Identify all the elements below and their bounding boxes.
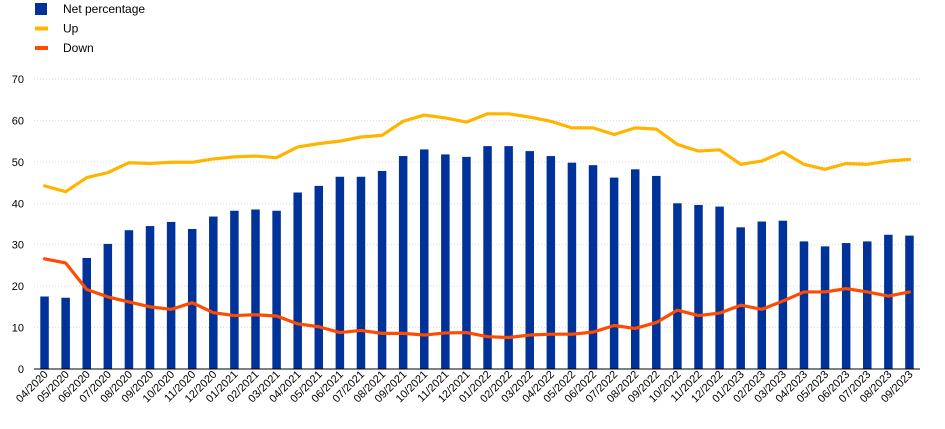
bar: [757, 221, 767, 369]
line-series: [42, 112, 912, 340]
y-tick-label: 40: [12, 198, 24, 210]
bar: [736, 227, 745, 369]
bar: [420, 149, 429, 369]
y-tick-label: 50: [12, 157, 24, 169]
bar: [187, 228, 197, 369]
bar: [103, 243, 113, 369]
legend-swatch: [35, 3, 47, 15]
series-line-down: [42, 257, 912, 340]
bar: [673, 203, 682, 369]
bar: [863, 241, 872, 369]
legend-item-net-percentage: Net percentage: [35, 2, 145, 16]
gridlines: [34, 78, 920, 329]
y-axis: 0 10 20 30 40 50 60 70: [12, 74, 24, 376]
bar: [567, 162, 577, 369]
bar: [905, 235, 914, 369]
bar: [251, 209, 260, 369]
bar: [230, 210, 239, 369]
bar: [841, 243, 851, 369]
y-tick-label: 20: [12, 281, 24, 293]
bar: [441, 154, 450, 369]
bar-series-net-percentage: [40, 146, 914, 369]
legend-label: Up: [63, 22, 79, 36]
bar: [820, 246, 830, 369]
bar: [356, 176, 366, 369]
bar: [778, 220, 788, 369]
bar: [40, 296, 49, 369]
y-tick-label: 30: [12, 240, 24, 252]
bar: [715, 206, 724, 369]
bar: [652, 175, 661, 369]
y-tick-label: 0: [18, 364, 24, 376]
bar: [504, 146, 513, 369]
legend-label: Net percentage: [63, 2, 145, 16]
x-axis: 04/202005/202006/202007/202008/202009/20…: [14, 368, 920, 405]
bar: [609, 177, 619, 369]
y-tick-label: 10: [12, 323, 24, 335]
bar: [462, 156, 471, 369]
bar: [546, 156, 556, 369]
bar: [145, 226, 155, 369]
bar: [335, 176, 345, 369]
legend-item-down: Down: [35, 41, 94, 55]
bar: [588, 165, 598, 369]
bar: [525, 151, 534, 369]
bar: [61, 297, 70, 369]
y-tick-label: 60: [12, 115, 24, 127]
bar: [314, 185, 324, 369]
bar: [630, 169, 640, 369]
bar: [272, 210, 281, 369]
bar: [377, 170, 387, 369]
bar: [166, 221, 176, 369]
bar: [293, 192, 302, 369]
bar: [694, 204, 703, 369]
legend-label: Down: [63, 41, 94, 55]
bar: [209, 216, 218, 369]
bar: [82, 257, 91, 369]
series-line-up: [42, 112, 912, 194]
bar: [799, 241, 809, 369]
bar: [483, 146, 492, 369]
legend-item-up: Up: [35, 22, 79, 36]
bar: [884, 234, 893, 369]
bar: [398, 156, 408, 369]
y-tick-label: 70: [12, 74, 24, 86]
legend: Net percentage Up Down: [35, 2, 145, 55]
bar: [124, 230, 134, 369]
